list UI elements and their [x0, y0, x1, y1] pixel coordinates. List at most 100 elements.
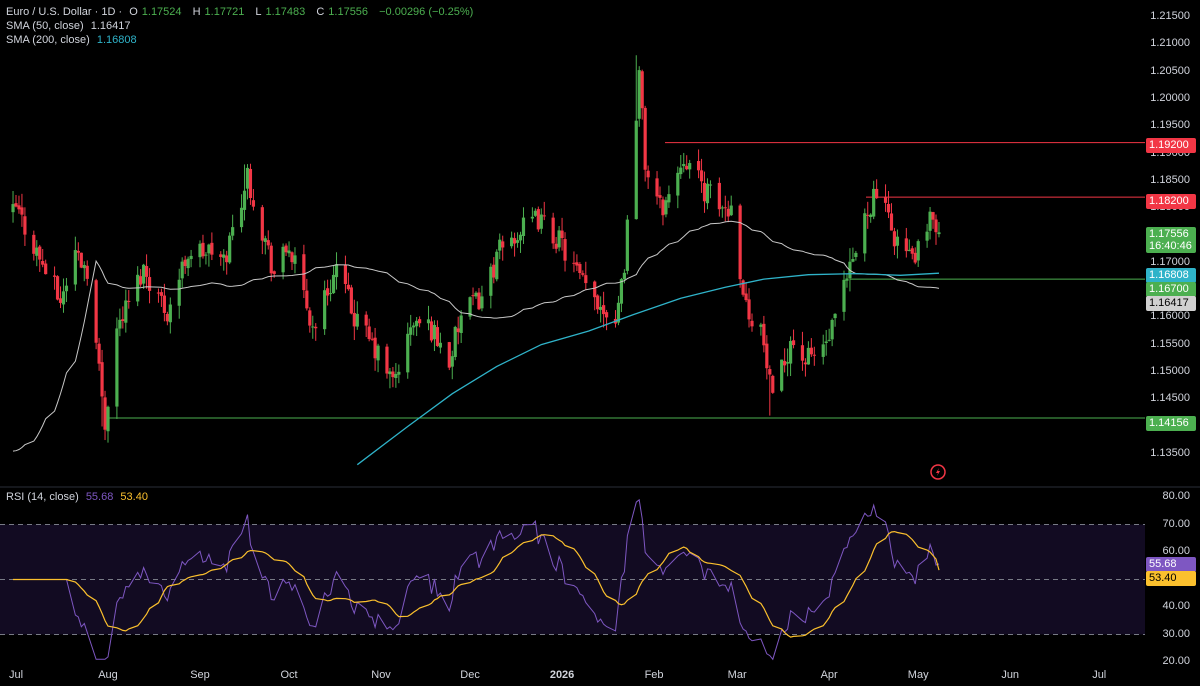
candle-body — [52, 275, 57, 277]
candle-body — [239, 207, 244, 228]
candle-body — [875, 188, 879, 199]
candle-body — [263, 238, 267, 242]
candle-body — [518, 234, 523, 241]
price-tick-label: 1.19500 — [1150, 119, 1190, 132]
candle-body — [530, 216, 534, 219]
candle-body — [355, 313, 359, 327]
candle-body — [308, 310, 312, 326]
candle-body — [438, 342, 442, 348]
candle-body — [542, 215, 546, 217]
rsi-legend[interactable]: RSI (14, close) 55.68 53.40 — [6, 491, 148, 503]
candle-body — [572, 262, 576, 264]
candle-body — [284, 245, 288, 253]
price-tick-label: 1.20000 — [1150, 91, 1190, 104]
symbol-title[interactable]: Euro / U.S. Dollar · 1D · — [6, 6, 123, 18]
candle-body — [717, 182, 721, 210]
candle-body — [323, 290, 327, 330]
candle-body — [637, 70, 641, 119]
candle-body — [581, 273, 585, 275]
candle-body — [646, 170, 650, 178]
candle-body — [447, 342, 451, 368]
sma200-legend[interactable]: SMA (200, close) 1.16808 — [6, 34, 137, 46]
candle-body — [180, 261, 184, 279]
candle-body — [139, 276, 143, 285]
candle-body — [563, 239, 567, 261]
sma50-tag: 1.16417 — [1146, 296, 1196, 311]
candle-body — [314, 326, 318, 329]
candle-body — [599, 306, 603, 310]
candle-body — [551, 217, 555, 244]
candle-body — [142, 264, 146, 284]
candle-body — [44, 263, 48, 275]
candle-body — [397, 371, 401, 375]
candle-body — [578, 264, 582, 274]
candle-body — [189, 255, 193, 260]
candle-body — [23, 216, 27, 235]
time-tick-label: Jun — [1001, 669, 1020, 681]
candle-body — [38, 246, 42, 260]
candle-body — [82, 264, 86, 269]
lightning-icon[interactable] — [930, 464, 946, 480]
sma200-tag: 1.16808 — [1146, 268, 1196, 283]
candle-body — [260, 207, 264, 241]
time-tick-label: Jul — [8, 669, 24, 681]
candle-body — [394, 373, 398, 379]
candle-body — [456, 328, 460, 333]
time-tick-label: Sep — [190, 669, 210, 681]
candle-body — [201, 242, 205, 257]
candle-body — [73, 250, 77, 285]
price-tick-label: 1.20500 — [1150, 64, 1190, 77]
resistance-tag-1: 1.19200 — [1146, 138, 1196, 153]
sma50-legend[interactable]: SMA (50, close) 1.16417 — [6, 20, 131, 32]
candle-body — [406, 333, 410, 373]
candle-body — [521, 217, 526, 236]
candle-body — [162, 295, 166, 313]
candle-body — [696, 161, 701, 171]
candle-body — [225, 255, 229, 263]
candle-body — [771, 375, 775, 393]
candle-body — [177, 279, 181, 306]
symbol-legend: Euro / U.S. Dollar · 1D · O 1.17524 H 1.17… — [6, 6, 474, 18]
candle-body — [391, 371, 395, 378]
price-pane[interactable] — [11, 55, 1145, 466]
candle-body — [388, 371, 392, 375]
candle-body — [186, 258, 190, 269]
candle-body — [928, 211, 932, 231]
time-tick-label: Nov — [371, 669, 391, 681]
rsi-pane[interactable] — [0, 498, 1145, 661]
candle-body — [302, 254, 306, 291]
candle-body — [786, 362, 790, 364]
candle-body — [183, 259, 187, 267]
candle-body — [845, 278, 849, 281]
candle-body — [679, 167, 683, 175]
candle-body — [165, 313, 169, 322]
candle-body — [512, 238, 517, 244]
change-value: −0.00296 (−0.25%) — [379, 6, 474, 18]
candle-body — [326, 288, 330, 296]
candle-body — [688, 163, 692, 170]
time-tick-label: Dec — [460, 669, 480, 681]
rsi-ma-tag: 53.40 — [1146, 571, 1196, 586]
candle-body — [759, 324, 763, 327]
candle-body — [925, 231, 929, 241]
candle-body — [708, 184, 713, 186]
candle-body — [809, 347, 813, 355]
candle-body — [64, 285, 69, 292]
candle-body — [106, 406, 110, 432]
candle-body — [765, 343, 769, 369]
candle-body — [602, 305, 606, 315]
candle-body — [293, 255, 297, 264]
candle-body — [159, 292, 164, 296]
price-tick-label: 1.15000 — [1150, 364, 1190, 377]
candle-body — [788, 341, 793, 364]
candle-body — [17, 205, 21, 210]
candle-body — [726, 208, 730, 217]
candle-body — [803, 362, 808, 365]
candle-body — [468, 297, 472, 317]
candle-body — [287, 250, 291, 254]
candle-body — [147, 277, 152, 291]
candle-body — [14, 203, 18, 207]
price-tick-label: 1.14500 — [1150, 392, 1190, 405]
last-price-tag: 1.17556 16:40:46 — [1146, 227, 1196, 253]
